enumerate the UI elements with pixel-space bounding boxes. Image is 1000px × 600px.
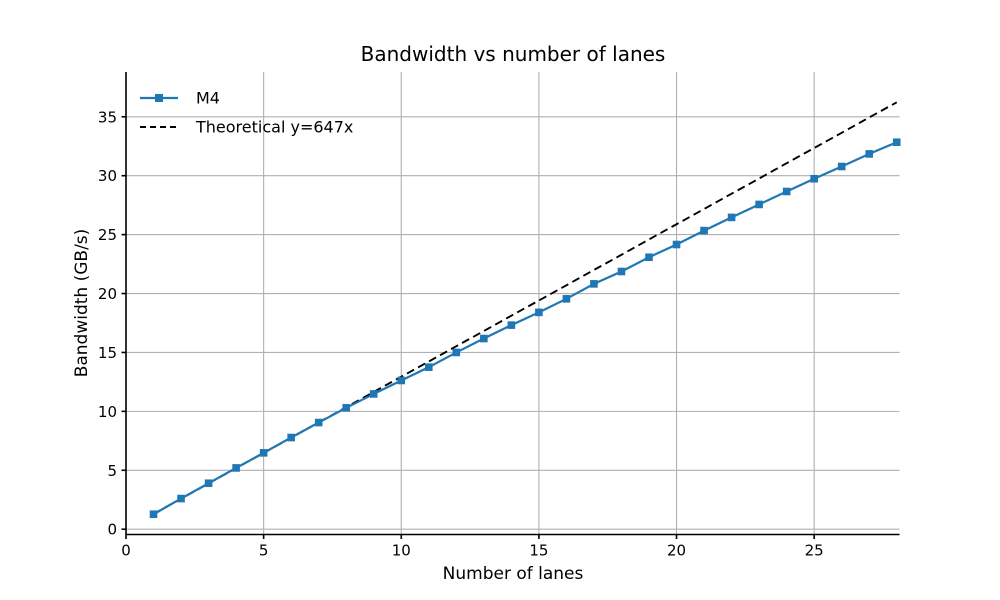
data-point-marker [204,479,213,488]
x-tick-label: 5 [259,542,269,560]
data-point-marker [287,433,295,442]
x-tick-label: 20 [667,542,686,560]
data-point-marker [507,321,516,329]
legend-label: Theoretical y=647x [195,118,353,137]
y-tick-label: 10 [98,403,117,421]
data-point-marker [892,138,901,147]
data-point-marker [452,348,461,357]
x-axis-label: Number of lanes [442,564,584,584]
data-point-marker [259,449,268,457]
y-axis-label: Bandwidth (GB/s) [72,228,92,378]
data-point-marker [342,404,351,412]
data-point-marker [562,295,571,303]
legend-label: M4 [196,89,220,108]
data-point-marker [810,174,818,183]
x-tick-label: 25 [805,542,824,560]
data-point-marker [314,418,323,427]
y-tick-label: 30 [98,167,117,185]
data-point-marker [700,226,708,235]
series-line-m4 [152,141,898,516]
data-point-marker [727,213,736,222]
data-point-marker [837,162,846,171]
x-tick-label: 0 [121,542,131,560]
y-tick-label: 15 [98,344,117,362]
y-tick-label: 35 [98,108,117,126]
data-point-marker [424,363,433,371]
data-point-marker [535,308,543,317]
x-tick-label: 10 [392,542,411,560]
y-tick-label: 20 [98,285,117,303]
data-point-marker [865,150,874,158]
data-point-marker [755,200,763,209]
data-point-marker [672,240,681,249]
data-point-marker [177,494,185,503]
data-point-marker [397,376,406,385]
data-point-marker [782,187,791,196]
data-point-marker [617,267,626,276]
data-point-marker [369,390,378,398]
x-tick-label: 15 [529,542,548,560]
y-tick-label: 0 [107,521,117,539]
y-tick-label: 25 [98,226,117,244]
data-point-marker [149,510,158,519]
legend-marker-icon [155,94,163,102]
data-point-marker [645,253,653,262]
y-tick-label: 5 [107,462,117,480]
data-point-marker [590,280,598,288]
chart-title: Bandwidth vs number of lanes [360,42,666,66]
data-point-marker [232,464,240,472]
data-point-marker [480,334,488,343]
